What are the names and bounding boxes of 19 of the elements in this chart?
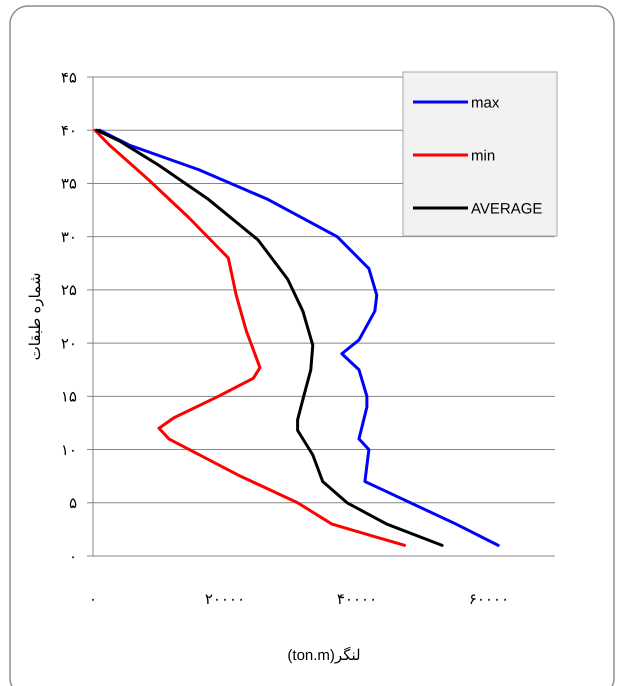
- y-tick-label: ۴۰: [60, 122, 77, 140]
- legend-label: AVERAGE: [471, 200, 542, 218]
- legend-label: min: [471, 147, 496, 164]
- x-tick-label: ۲۰۰۰۰: [204, 591, 246, 608]
- y-tick-label: ۲۵: [60, 282, 77, 300]
- x-tick-label: ۰: [88, 591, 98, 608]
- x-tick-label: ۴۰۰۰۰: [336, 591, 378, 608]
- y-tick-label: ۴۵: [60, 69, 77, 86]
- x-tick-label: ۶۰۰۰۰: [468, 591, 510, 608]
- x-axis-title: لنگر(ton.m): [287, 646, 361, 664]
- y-tick-label: ۳۵: [60, 176, 77, 193]
- y-axis-title: شماره طبقات: [27, 272, 44, 360]
- y-tick-label: ۵: [68, 495, 77, 512]
- y-tick-label: ۳۰: [60, 228, 77, 246]
- legend-label: max: [471, 94, 500, 112]
- y-tick-label: ۱۰: [60, 442, 77, 459]
- y-tick-label: ۲۰: [60, 335, 77, 352]
- y-tick-label: ۱۵: [60, 388, 77, 406]
- y-tick-label: ۰: [68, 548, 77, 566]
